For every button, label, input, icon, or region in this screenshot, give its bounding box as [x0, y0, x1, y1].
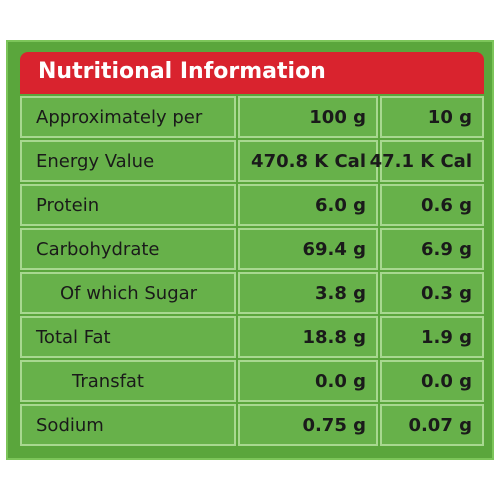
value-per-10g: 47.1 K Cal	[370, 140, 484, 182]
table-row-energy: Energy Value 470.8 K Cal 47.1 K Cal	[20, 140, 484, 182]
row-label: Sodium	[20, 404, 236, 446]
column-header-approx: Approximately per	[20, 96, 236, 138]
row-label: Protein	[20, 184, 236, 226]
nutrition-table: Approximately per 100 g 10 g Energy Valu…	[20, 96, 484, 448]
row-label: Energy Value	[20, 140, 236, 182]
value-per-100g: 470.8 K Cal	[238, 140, 378, 182]
value-per-100g: 3.8 g	[238, 272, 378, 314]
value-per-10g: 1.9 g	[380, 316, 484, 358]
column-header-10g: 10 g	[380, 96, 484, 138]
value-per-100g: 18.8 g	[238, 316, 378, 358]
table-row-protein: Protein 6.0 g 0.6 g	[20, 184, 484, 226]
row-label: Transfat	[20, 360, 236, 402]
row-label: Carbohydrate	[20, 228, 236, 270]
row-label: Total Fat	[20, 316, 236, 358]
table-header-row: Approximately per 100 g 10 g	[20, 96, 484, 138]
value-per-10g: 0.3 g	[380, 272, 484, 314]
nutrition-title: Nutritional Information	[38, 59, 326, 84]
value-per-100g: 69.4 g	[238, 228, 378, 270]
table-row-total-fat: Total Fat 18.8 g 1.9 g	[20, 316, 484, 358]
row-label: Of which Sugar	[20, 272, 236, 314]
table-row-sugar: Of which Sugar 3.8 g 0.3 g	[20, 272, 484, 314]
table-row-sodium: Sodium 0.75 g 0.07 g	[20, 404, 484, 446]
value-per-10g: 0.07 g	[380, 404, 484, 446]
value-per-100g: 0.0 g	[238, 360, 378, 402]
table-row-transfat: Transfat 0.0 g 0.0 g	[20, 360, 484, 402]
value-per-10g: 0.6 g	[380, 184, 484, 226]
table-row-carbohydrate: Carbohydrate 69.4 g 6.9 g	[20, 228, 484, 270]
value-per-100g: 0.75 g	[238, 404, 378, 446]
value-per-100g: 6.0 g	[238, 184, 378, 226]
value-per-10g: 0.0 g	[380, 360, 484, 402]
column-header-100g: 100 g	[238, 96, 378, 138]
nutrition-header: Nutritional Information	[20, 52, 484, 94]
nutrition-panel: Nutritional Information Approximately pe…	[6, 40, 494, 460]
value-per-10g: 6.9 g	[380, 228, 484, 270]
